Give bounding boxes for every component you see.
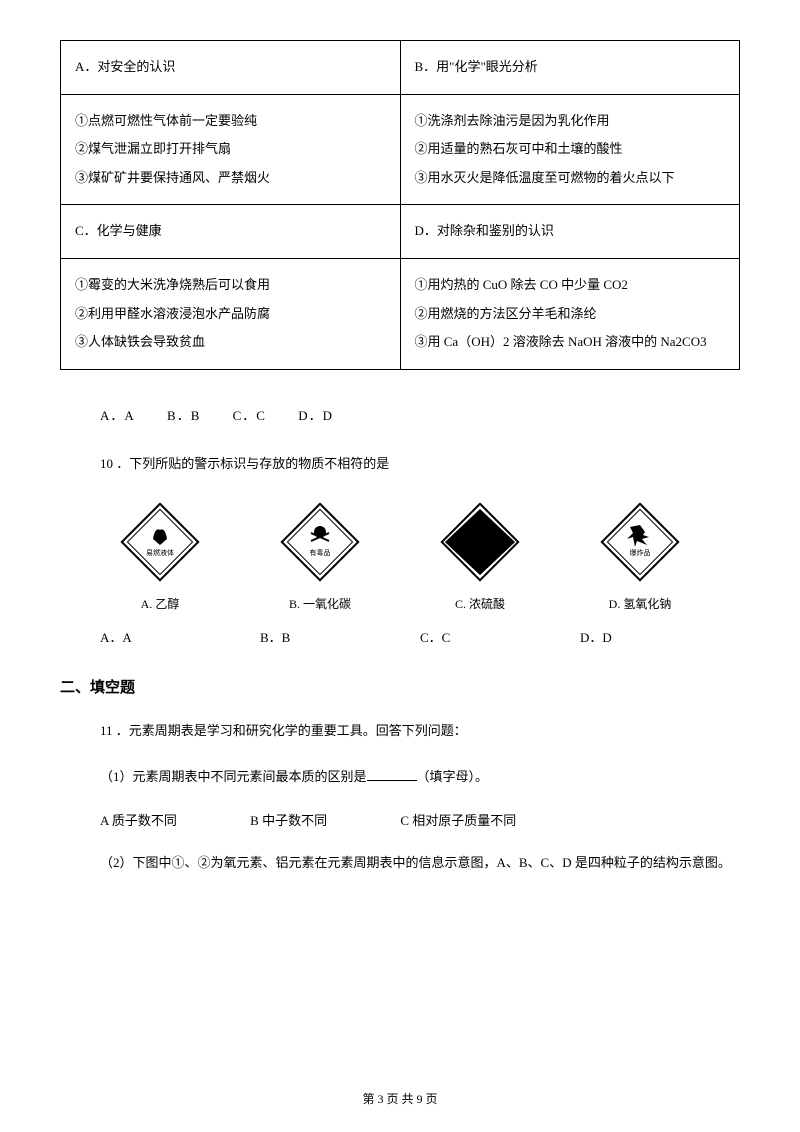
item: ③用 Ca（OH）2 溶液除去 NaOH 溶液中的 Na2CO3 bbox=[415, 328, 726, 357]
opt-c: C．C bbox=[420, 627, 580, 646]
q9-options: A．A B．B C．C D．D bbox=[60, 405, 740, 424]
cell-a-content: ①点燃可燃性气体前一定要验纯 ②煤气泄漏立即打开排气扇 ③煤矿矿井要保持通风、严… bbox=[61, 94, 401, 205]
opt-d: D．D bbox=[298, 408, 333, 423]
diamond-icon: 爆炸品 bbox=[595, 497, 685, 587]
opt-c: C．C bbox=[233, 408, 266, 423]
cell-a-header: A．对安全的认识 bbox=[61, 41, 401, 95]
diamond-icon: 易燃液体 bbox=[115, 497, 205, 587]
page-footer: 第 3 页 共 9 页 bbox=[60, 1090, 740, 1107]
item: ①点燃可燃性气体前一定要验纯 bbox=[75, 107, 386, 136]
section-2-header: 二、填空题 bbox=[60, 676, 740, 697]
sign-b: 有毒品 B. 一氧化碳 bbox=[250, 497, 390, 612]
item: ②用燃烧的方法区分羊毛和涤纶 bbox=[415, 300, 726, 329]
item: ③煤矿矿井要保持通风、严禁烟火 bbox=[75, 164, 386, 193]
opt-a: A 质子数不同 bbox=[100, 813, 177, 828]
label-c: C. 浓硫酸 bbox=[455, 595, 505, 612]
opt-c: C 相对原子质量不同 bbox=[400, 813, 516, 828]
q10-text: 10 ．下列所贴的警示标识与存放的物质不相符的是 bbox=[60, 452, 740, 475]
q11-1-suffix: （填字母）。 bbox=[417, 769, 489, 784]
comparison-table: A．对安全的认识 B．用"化学"眼光分析 ①点燃可燃性气体前一定要验纯 ②煤气泄… bbox=[60, 40, 740, 370]
opt-a: A．A bbox=[100, 627, 260, 646]
sign-d: 爆炸品 D. 氢氧化钠 bbox=[570, 497, 710, 612]
opt-b: B．B bbox=[167, 408, 200, 423]
cell-d-content: ①用灼热的 CuO 除去 CO 中少量 CO2 ②用燃烧的方法区分羊毛和涤纶 ③… bbox=[400, 258, 740, 369]
sign-a: 易燃液体 A. 乙醇 bbox=[90, 497, 230, 612]
diamond-icon bbox=[435, 497, 525, 587]
cell-b-header: B．用"化学"眼光分析 bbox=[400, 41, 740, 95]
warning-signs-row: 易燃液体 A. 乙醇 有毒品 B. 一氧化碳 C. 浓硫酸 爆炸品 D. 氢氧化… bbox=[60, 497, 740, 612]
item: ③人体缺铁会导致贫血 bbox=[75, 328, 386, 357]
cell-c-content: ①霉变的大米洗净烧熟后可以食用 ②利用甲醛水溶液浸泡水产品防腐 ③人体缺铁会导致… bbox=[61, 258, 401, 369]
item: ①用灼热的 CuO 除去 CO 中少量 CO2 bbox=[415, 271, 726, 300]
fill-blank bbox=[367, 768, 417, 781]
svg-text:易燃液体: 易燃液体 bbox=[146, 548, 174, 557]
label-d: D. 氢氧化钠 bbox=[609, 595, 672, 612]
sign-c: C. 浓硫酸 bbox=[410, 497, 550, 612]
item: ②用适量的熟石灰可中和土壤的酸性 bbox=[415, 135, 726, 164]
item: ①洗涤剂去除油污是因为乳化作用 bbox=[415, 107, 726, 136]
item: ③用水灭火是降低温度至可燃物的着火点以下 bbox=[415, 164, 726, 193]
cell-b-content: ①洗涤剂去除油污是因为乳化作用 ②用适量的熟石灰可中和土壤的酸性 ③用水灭火是降… bbox=[400, 94, 740, 205]
q11-options: A 质子数不同 B 中子数不同 C 相对原子质量不同 bbox=[60, 810, 740, 829]
svg-text:有毒品: 有毒品 bbox=[310, 548, 331, 557]
q11-part1: （1）元素周期表中不同元素间最本质的区别是 （填字母）。 bbox=[60, 765, 740, 788]
item: ②利用甲醛水溶液浸泡水产品防腐 bbox=[75, 300, 386, 329]
cell-c-header: C．化学与健康 bbox=[61, 205, 401, 259]
opt-d: D．D bbox=[580, 627, 740, 646]
q11-text: 11 ．元素周期表是学习和研究化学的重要工具。回答下列问题： bbox=[60, 719, 740, 742]
q11-1-prefix: （1）元素周期表中不同元素间最本质的区别是 bbox=[100, 769, 367, 784]
cell-d-header: D．对除杂和鉴别的认识 bbox=[400, 205, 740, 259]
label-a: A. 乙醇 bbox=[141, 595, 180, 612]
opt-a: A．A bbox=[100, 408, 135, 423]
diamond-icon: 有毒品 bbox=[275, 497, 365, 587]
svg-text:爆炸品: 爆炸品 bbox=[630, 548, 651, 557]
q11-part2: （2）下图中①、②为氧元素、铝元素在元素周期表中的信息示意图，A、B、C、D 是… bbox=[60, 851, 740, 874]
opt-b: B 中子数不同 bbox=[250, 813, 327, 828]
item: ②煤气泄漏立即打开排气扇 bbox=[75, 135, 386, 164]
item: ①霉变的大米洗净烧熟后可以食用 bbox=[75, 271, 386, 300]
label-b: B. 一氧化碳 bbox=[289, 595, 351, 612]
q10-options: A．A B．B C．C D．D bbox=[60, 627, 740, 646]
opt-b: B．B bbox=[260, 627, 420, 646]
